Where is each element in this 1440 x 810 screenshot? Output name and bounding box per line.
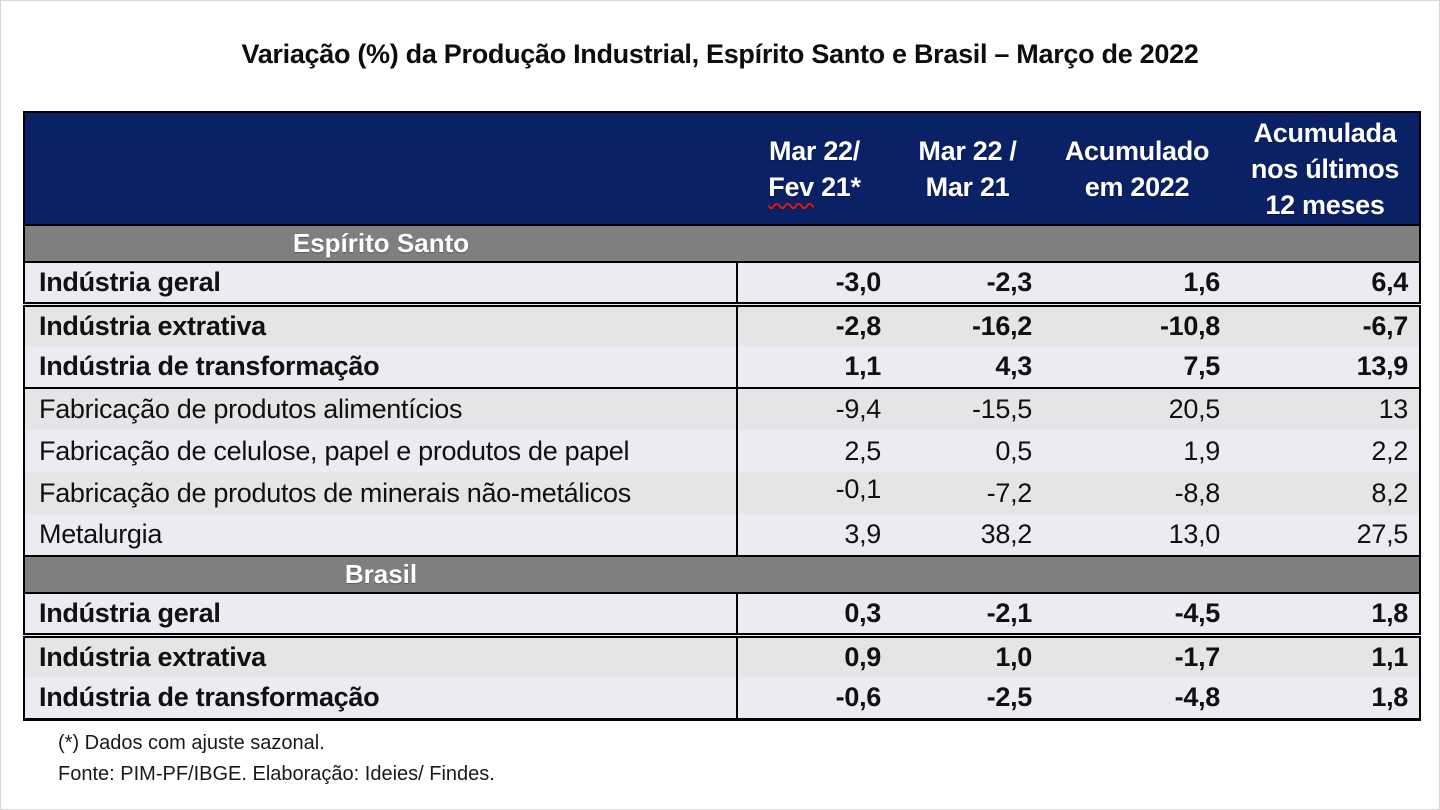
section-fill	[737, 555, 1420, 594]
table-row: Indústria de transformação -0,6 -2,5 -4,8 1,…	[24, 677, 1420, 719]
value-cell: 7,5	[1043, 346, 1231, 389]
table-row: Indústria extrativa -2,8 -16,2 -10,8 -6,7	[24, 304, 1420, 346]
value-cell: 38,2	[892, 514, 1043, 556]
column-header-0: Mar 22/Fev 21*	[737, 112, 892, 226]
value-cell: 20,5	[1043, 388, 1231, 430]
value-cell: -15,5	[892, 388, 1043, 430]
column-header-line: Fev 21*	[768, 171, 861, 202]
value-cell: -4,8	[1043, 677, 1231, 719]
section-label: Brasil	[24, 555, 737, 594]
value-cell: 27,5	[1231, 514, 1420, 556]
column-header-line: nos últimos	[1250, 153, 1400, 184]
value-cell: 1,0	[892, 635, 1043, 677]
table-header-row: Mar 22/Fev 21* Mar 22 / Mar 21 Acumulado em …	[24, 112, 1420, 226]
value-cell: -9,4	[736, 388, 892, 430]
row-label: Metalurgia	[24, 514, 737, 556]
spellcheck-underlined-word: Fev	[768, 171, 814, 202]
value-cell: 1,9	[1043, 430, 1231, 472]
table-row: Indústria geral -3,0 -2,3 1,6 6,4	[24, 262, 1420, 307]
value-cell: -4,5	[1043, 593, 1231, 638]
section-fill	[737, 224, 1420, 263]
table-row: Indústria extrativa 0,9 1,0 -1,7 1,1	[24, 635, 1420, 677]
table-row: Fabricação de produtos de minerais não-m…	[24, 472, 1420, 514]
value-cell: 13,9	[1231, 346, 1420, 389]
industrial-production-table: Mar 22/Fev 21* Mar 22 / Mar 21 Acumulado em …	[23, 111, 1421, 721]
value-cell: -1,7	[1043, 635, 1231, 677]
column-header-line: em 2022	[1084, 171, 1190, 202]
table-row: Fabricação de celulose, papel e produtos…	[24, 430, 1420, 472]
value-cell: -3,0	[736, 262, 892, 307]
table-header: Mar 22/Fev 21* Mar 22 / Mar 21 Acumulado em …	[24, 112, 1420, 226]
value-cell: -2,5	[892, 677, 1043, 719]
column-header-line: Mar 22 /	[918, 135, 1017, 166]
value-cell: 0,5	[892, 430, 1043, 472]
value-cell: 1,6	[1043, 262, 1231, 307]
value-cell: 1,8	[1231, 593, 1420, 638]
value-cell: 3,9	[736, 514, 892, 556]
value-cell: -0,1	[736, 472, 892, 514]
value-cell: -2,8	[736, 304, 892, 346]
value-cell: 13,0	[1043, 514, 1231, 556]
value-cell: 6,4	[1231, 262, 1420, 307]
value-cell: -6,7	[1231, 304, 1420, 346]
page-title: Variação (%) da Produção Industrial, Esp…	[241, 39, 1199, 69]
column-header-line: Acumulada	[1253, 117, 1397, 148]
value-cell: -8,8	[1043, 472, 1231, 514]
row-label: Indústria extrativa	[24, 304, 737, 346]
row-label: Indústria geral	[24, 593, 737, 638]
footnote-seasonal-adjustment: (*) Dados com ajuste sazonal.	[58, 731, 325, 754]
table-body: Espírito Santo Indústria geral -3,0 -2,3 1,6…	[24, 224, 1420, 719]
value-cell: -0,6	[736, 677, 892, 719]
value-cell: 0,9	[736, 635, 892, 677]
value-cell: 8,2	[1231, 472, 1420, 514]
section-row: Brasil	[24, 555, 1420, 594]
row-label: Fabricação de produtos alimentícios	[24, 388, 737, 430]
column-header-line: Acumulado	[1064, 135, 1210, 166]
table-row: Indústria de transformação 1,1 4,3 7,5 13,9	[24, 346, 1420, 389]
value-cell: -2,1	[892, 593, 1043, 638]
table-row: Metalurgia 3,9 38,2 13,0 27,5	[24, 514, 1420, 556]
row-label: Indústria de transformação	[24, 677, 737, 719]
column-header-1: Mar 22 / Mar 21	[892, 112, 1043, 226]
value-cell: 1,1	[736, 346, 892, 389]
footnote-source: Fonte: PIM-PF/IBGE. Elaboração: Ideies/ …	[58, 762, 495, 785]
value-cell: -7,2	[892, 472, 1043, 514]
footnotes: (*) Dados com ajuste sazonal. Fonte: PIM…	[58, 728, 1439, 790]
table-row: Fabricação de produtos alimentícios -9,4-…	[24, 388, 1420, 430]
column-header-line: 12 meses	[1265, 189, 1385, 220]
column-header-line: Mar 22/	[769, 135, 860, 166]
value-cell: 13	[1231, 388, 1420, 430]
column-header-2: Acumulado em 2022	[1043, 112, 1231, 226]
value-cell: 4,3	[892, 346, 1043, 389]
column-header-line: Mar 21	[925, 171, 1010, 202]
value-cell: -16,2	[892, 304, 1043, 346]
row-label: Indústria geral	[24, 262, 737, 307]
value-cell: 2,2	[1231, 430, 1420, 472]
value-cell: 1,8	[1231, 677, 1420, 719]
table-row: Indústria geral 0,3 -2,1 -4,5 1,8	[24, 593, 1420, 638]
value-cell: -2,3	[892, 262, 1043, 307]
section-label: Espírito Santo	[24, 224, 737, 263]
column-header-3: Acumulada nos últimos 12 meses	[1231, 112, 1420, 226]
section-row: Espírito Santo	[24, 224, 1420, 263]
row-label: Fabricação de celulose, papel e produtos…	[24, 430, 737, 472]
row-label: Fabricação de produtos de minerais não-m…	[24, 472, 737, 514]
row-label: Indústria extrativa	[24, 635, 737, 677]
value-cell: 1,1	[1231, 635, 1420, 677]
value-cell: 0,3	[736, 593, 892, 638]
header-corner-cell	[24, 112, 737, 226]
row-label: Indústria de transformação	[24, 346, 737, 389]
value-cell: -10,8	[1043, 304, 1231, 346]
value-cell: 2,5	[736, 430, 892, 472]
